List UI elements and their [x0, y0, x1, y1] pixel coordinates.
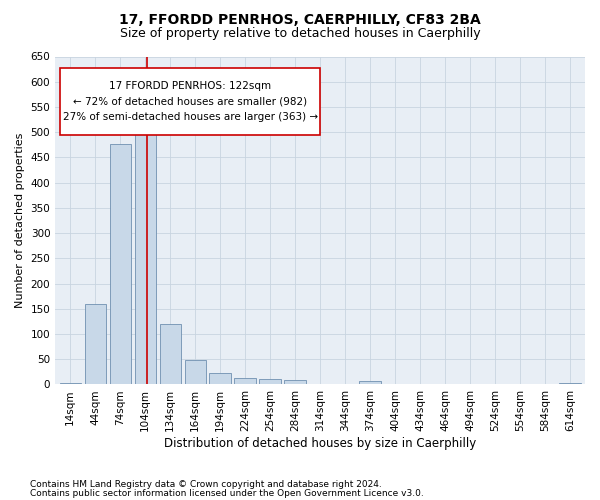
Text: 17 FFORDD PENRHOS: 122sqm
← 72% of detached houses are smaller (982)
27% of semi: 17 FFORDD PENRHOS: 122sqm ← 72% of detac…: [63, 81, 318, 122]
Text: Size of property relative to detached houses in Caerphilly: Size of property relative to detached ho…: [119, 28, 481, 40]
Bar: [235, 378, 256, 384]
Bar: [160, 324, 181, 384]
FancyBboxPatch shape: [61, 68, 320, 135]
Bar: [185, 360, 206, 384]
Bar: [134, 130, 156, 384]
Bar: [59, 383, 81, 384]
X-axis label: Distribution of detached houses by size in Caerphilly: Distribution of detached houses by size …: [164, 437, 476, 450]
Bar: [85, 304, 106, 384]
Text: Contains public sector information licensed under the Open Government Licence v3: Contains public sector information licen…: [30, 488, 424, 498]
Bar: [209, 374, 231, 384]
Bar: [559, 383, 581, 384]
Bar: [110, 144, 131, 384]
Bar: [259, 379, 281, 384]
Text: 17, FFORDD PENRHOS, CAERPHILLY, CF83 2BA: 17, FFORDD PENRHOS, CAERPHILLY, CF83 2BA: [119, 12, 481, 26]
Bar: [359, 382, 380, 384]
Bar: [284, 380, 306, 384]
Y-axis label: Number of detached properties: Number of detached properties: [15, 133, 25, 308]
Text: Contains HM Land Registry data © Crown copyright and database right 2024.: Contains HM Land Registry data © Crown c…: [30, 480, 382, 489]
